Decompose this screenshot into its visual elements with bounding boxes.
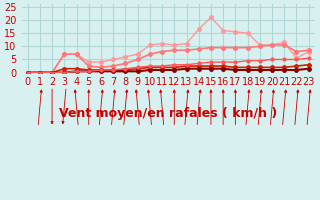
X-axis label: Vent moyen/en rafales ( km/h ): Vent moyen/en rafales ( km/h ) <box>59 107 277 120</box>
